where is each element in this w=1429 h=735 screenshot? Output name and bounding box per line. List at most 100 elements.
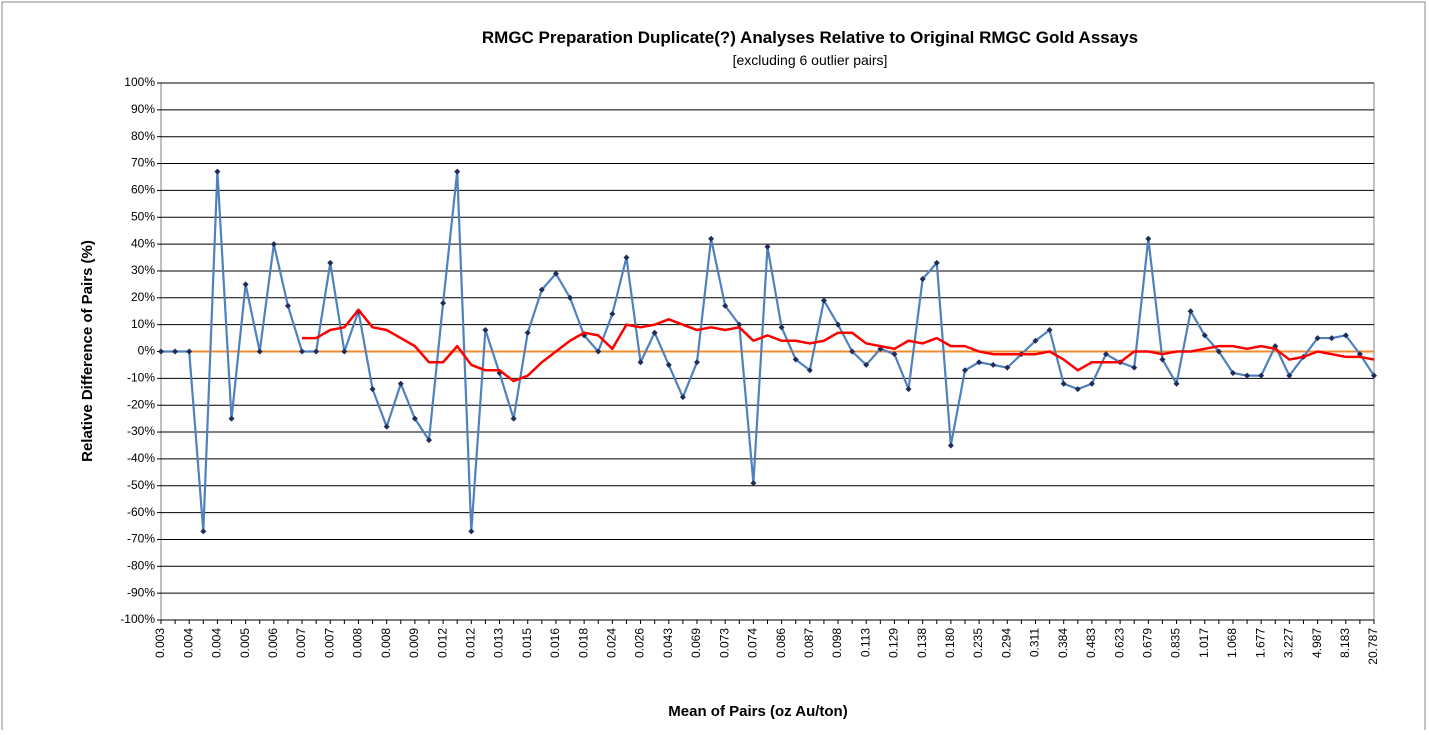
point-marker <box>651 329 658 336</box>
point-marker <box>609 310 616 317</box>
point-marker <box>679 394 686 401</box>
point-marker <box>708 235 715 242</box>
y-tick-label: 80% <box>131 129 155 143</box>
y-axis-label: Relative Difference of Pairs (%) <box>79 240 96 462</box>
x-tick-label: 0.623 <box>1112 628 1126 658</box>
x-tick-label: 0.138 <box>915 628 929 658</box>
point-marker <box>905 386 912 393</box>
point-marker <box>1342 332 1349 339</box>
x-tick-label: 0.013 <box>492 628 506 658</box>
point-marker <box>665 361 672 368</box>
point-marker <box>425 437 432 444</box>
x-tick-label: 0.679 <box>1140 628 1154 658</box>
x-tick-label: 4.987 <box>1310 628 1324 658</box>
point-marker <box>849 348 856 355</box>
point-marker <box>1145 235 1152 242</box>
point-marker <box>736 321 743 328</box>
point-marker <box>1074 386 1081 393</box>
x-tick-label: 1.677 <box>1253 628 1267 658</box>
point-marker <box>806 367 813 374</box>
point-marker <box>778 324 785 331</box>
point-marker <box>919 276 926 283</box>
x-tick-label: 0.018 <box>576 628 590 658</box>
x-tick-label: 3.227 <box>1282 628 1296 658</box>
point-marker <box>764 243 771 250</box>
point-marker <box>1159 356 1166 363</box>
point-marker <box>1201 332 1208 339</box>
point-marker <box>468 528 475 535</box>
point-marker <box>454 168 461 175</box>
x-tick-label: 0.015 <box>520 628 534 658</box>
point-marker <box>327 259 334 266</box>
y-tick-label: -100% <box>120 612 155 626</box>
y-tick-label: -30% <box>127 424 155 438</box>
x-tick-label: 0.008 <box>379 628 393 658</box>
x-tick-label: 0.069 <box>689 628 703 658</box>
point-marker <box>976 359 983 366</box>
x-tick-label: 0.129 <box>887 628 901 658</box>
x-tick-label: 0.087 <box>802 628 816 658</box>
point-marker <box>623 254 630 261</box>
point-marker <box>482 327 489 334</box>
x-tick-label: 0.003 <box>153 628 167 658</box>
point-marker <box>1371 372 1377 379</box>
point-marker <box>172 348 179 355</box>
x-tick-label: 0.384 <box>1056 628 1070 658</box>
point-marker <box>538 286 545 293</box>
y-tick-label: -50% <box>127 478 155 492</box>
point-marker <box>1187 308 1194 315</box>
x-tick-label: 0.008 <box>351 628 365 658</box>
y-tick-label: 30% <box>131 263 155 277</box>
point-marker <box>1286 372 1293 379</box>
point-marker <box>1004 364 1011 371</box>
x-tick-label: 0.005 <box>238 628 252 658</box>
y-tick-label: -40% <box>127 451 155 465</box>
y-tick-label: 100% <box>124 75 155 89</box>
x-tick-label: 0.004 <box>210 628 224 658</box>
x-tick-label: 0.235 <box>971 628 985 658</box>
x-tick-label: 0.113 <box>858 628 872 657</box>
point-marker <box>792 356 799 363</box>
y-tick-label: -60% <box>127 505 155 519</box>
point-marker <box>1046 327 1053 334</box>
point-marker <box>933 259 940 266</box>
point-marker <box>397 380 404 387</box>
x-tick-label: 0.073 <box>717 628 731 658</box>
point-marker <box>835 321 842 328</box>
y-tick-label: 90% <box>131 102 155 116</box>
point-marker <box>313 348 320 355</box>
point-marker <box>722 302 729 309</box>
point-marker <box>158 348 164 355</box>
y-tick-label: -70% <box>127 532 155 546</box>
point-marker <box>284 302 291 309</box>
point-marker <box>383 423 390 430</box>
x-tick-label: 1.068 <box>1225 628 1239 658</box>
point-marker <box>947 442 954 449</box>
point-marker <box>1173 380 1180 387</box>
point-marker <box>1314 335 1321 342</box>
point-marker <box>299 348 306 355</box>
point-marker <box>637 359 644 366</box>
x-tick-label: 0.007 <box>322 628 336 658</box>
point-marker <box>1229 369 1236 376</box>
point-marker <box>1328 335 1335 342</box>
series-line <box>302 308 1375 383</box>
x-tick-label: 0.086 <box>774 628 788 658</box>
y-tick-label: 50% <box>131 209 155 223</box>
point-marker <box>567 294 574 301</box>
point-marker <box>1032 337 1039 344</box>
y-tick-label: -10% <box>127 371 155 385</box>
x-tick-label: 0.007 <box>294 628 308 658</box>
x-tick-label: 0.294 <box>999 628 1013 658</box>
point-marker <box>270 241 277 248</box>
point-marker <box>186 348 193 355</box>
x-tick-label: 0.016 <box>548 628 562 658</box>
point-marker <box>510 415 517 422</box>
x-tick-label: 0.180 <box>943 628 957 658</box>
point-marker <box>1060 380 1067 387</box>
point-marker <box>524 329 531 336</box>
point-marker <box>863 361 870 368</box>
point-marker <box>411 415 418 422</box>
point-marker <box>1103 351 1110 358</box>
y-tick-label: -90% <box>127 585 155 599</box>
